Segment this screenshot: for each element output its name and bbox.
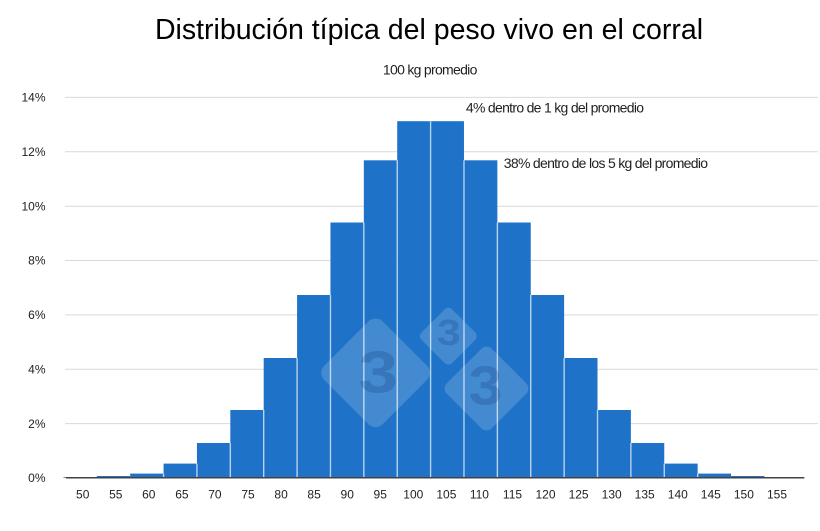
svg-text:115: 115 [503,487,522,501]
svg-text:4% dentro de 1 kg del promedio: 4% dentro de 1 kg del promedio [466,100,644,116]
svg-text:80: 80 [274,487,288,501]
svg-text:130: 130 [602,487,622,501]
svg-text:100 kg promedio: 100 kg promedio [383,62,478,78]
svg-text:6%: 6% [28,308,46,322]
svg-text:100: 100 [403,487,423,501]
svg-text:120: 120 [535,487,555,501]
svg-text:4%: 4% [28,363,46,377]
svg-text:12%: 12% [21,145,45,159]
svg-text:3: 3 [437,313,461,353]
svg-text:55: 55 [109,487,123,501]
svg-text:70: 70 [208,487,222,501]
svg-text:110: 110 [470,487,489,501]
svg-text:75: 75 [241,487,255,501]
svg-text:3: 3 [469,355,503,417]
svg-text:140: 140 [668,487,688,501]
svg-text:60: 60 [142,487,156,501]
svg-text:155: 155 [767,487,787,501]
svg-text:85: 85 [307,487,321,501]
svg-text:95: 95 [374,487,388,501]
svg-text:65: 65 [175,487,189,501]
svg-text:50: 50 [76,487,90,501]
svg-text:125: 125 [569,487,589,501]
svg-text:10%: 10% [21,199,45,213]
svg-text:90: 90 [341,487,355,501]
svg-text:Distribución típica del peso v: Distribución típica del peso vivo en el … [155,14,703,46]
svg-text:2%: 2% [28,417,46,431]
svg-text:3: 3 [358,339,398,405]
svg-text:145: 145 [701,487,721,501]
svg-text:0%: 0% [28,471,46,485]
svg-text:150: 150 [734,487,754,501]
svg-text:105: 105 [436,487,456,501]
svg-text:135: 135 [635,487,655,501]
svg-text:14%: 14% [21,91,45,105]
svg-text:8%: 8% [28,254,46,268]
svg-text:38% dentro de los 5 kg del pro: 38% dentro de los 5 kg del promedio [504,155,708,171]
